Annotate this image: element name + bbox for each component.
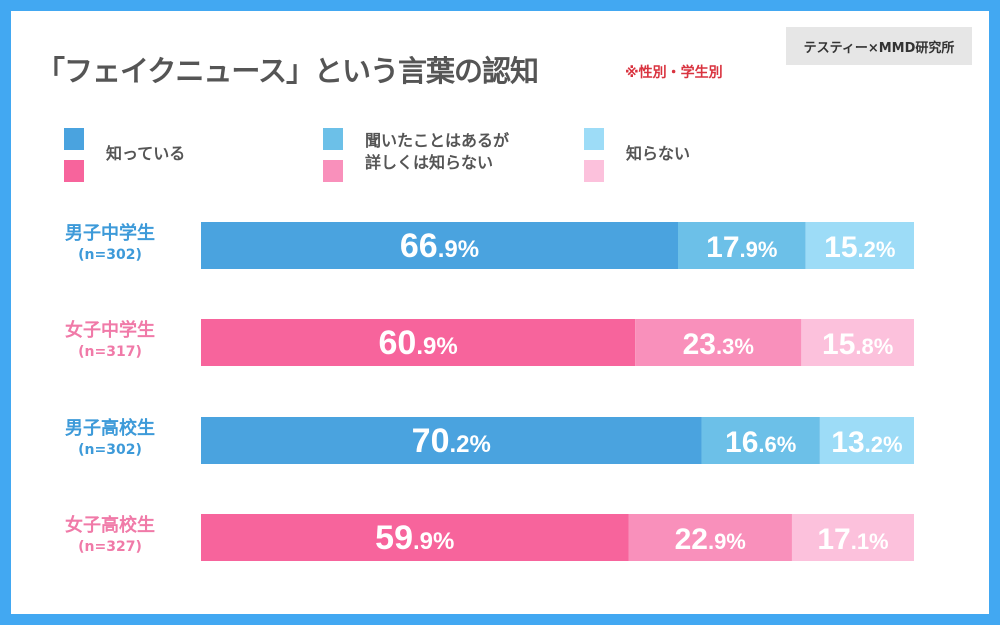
data-label: 59.9% bbox=[375, 519, 454, 557]
bar-segment bbox=[701, 417, 820, 464]
legend-swatch-male-0 bbox=[64, 128, 84, 150]
bar-segment bbox=[201, 319, 636, 366]
data-label: 23.3% bbox=[683, 328, 754, 361]
legend-label-1: 聞いたことはあるが 詳しくは知らない bbox=[365, 130, 509, 174]
legend-swatch-male-2 bbox=[584, 128, 604, 150]
row-label: 男子中学生 (n=302) bbox=[40, 219, 180, 263]
legend-label-line: 知らない bbox=[626, 144, 691, 163]
sample-size: (n=302) bbox=[78, 247, 142, 263]
row-label: 女子中学生 (n=317) bbox=[40, 316, 180, 360]
group-name: 女子中学生 bbox=[65, 320, 155, 341]
bar-segment bbox=[201, 514, 629, 561]
credit-badge: テスティー×MMD研究所 bbox=[786, 27, 972, 65]
bar-segment bbox=[791, 514, 914, 561]
bar-segment bbox=[677, 222, 806, 269]
legend-swatch-female-2 bbox=[584, 160, 604, 182]
row-label: 女子高校生 (n=327) bbox=[40, 511, 180, 555]
legend-label-line: 詳しくは知らない bbox=[365, 153, 494, 172]
sample-size: (n=317) bbox=[78, 344, 142, 360]
data-label: 15.8% bbox=[822, 328, 893, 361]
chart-title: 「フェイクニュース」という言葉の認知 bbox=[36, 54, 539, 88]
bar-segment bbox=[805, 222, 914, 269]
bar-segment bbox=[201, 222, 678, 269]
legend-swatch-male-1 bbox=[323, 128, 343, 150]
data-label: 15.2% bbox=[824, 231, 895, 264]
sample-size: (n=302) bbox=[78, 442, 142, 458]
chart-subtitle: ※性別・学生別 bbox=[625, 65, 723, 81]
legend-label-line: 聞いたことはあるが bbox=[365, 131, 510, 150]
bar-segment bbox=[201, 417, 702, 464]
legend-swatch-female-0 bbox=[64, 160, 84, 182]
data-label: 16.6% bbox=[725, 426, 796, 459]
data-label: 17.9% bbox=[706, 231, 777, 264]
data-label: 60.9% bbox=[379, 324, 458, 362]
bar-segment bbox=[635, 319, 802, 366]
group-name: 男子高校生 bbox=[65, 418, 155, 439]
data-label: 13.2% bbox=[831, 426, 902, 459]
bar-segment bbox=[801, 319, 914, 366]
row-label: 男子高校生 (n=302) bbox=[40, 414, 180, 458]
data-label: 70.2% bbox=[412, 422, 491, 460]
data-label: 17.1% bbox=[817, 523, 888, 556]
legend-label-0: 知っている bbox=[106, 143, 185, 165]
bar-segment bbox=[819, 417, 914, 464]
legend-label-line: 知っている bbox=[106, 144, 186, 163]
chart-card bbox=[11, 11, 989, 614]
legend-swatch-female-1 bbox=[323, 160, 343, 182]
sample-size: (n=327) bbox=[78, 539, 142, 555]
group-name: 男子中学生 bbox=[65, 223, 155, 244]
group-name: 女子高校生 bbox=[65, 515, 155, 536]
data-label: 22.9% bbox=[675, 523, 746, 556]
bar-segment bbox=[628, 514, 792, 561]
legend-label-2: 知らない bbox=[626, 143, 690, 165]
data-label: 66.9% bbox=[400, 227, 479, 265]
